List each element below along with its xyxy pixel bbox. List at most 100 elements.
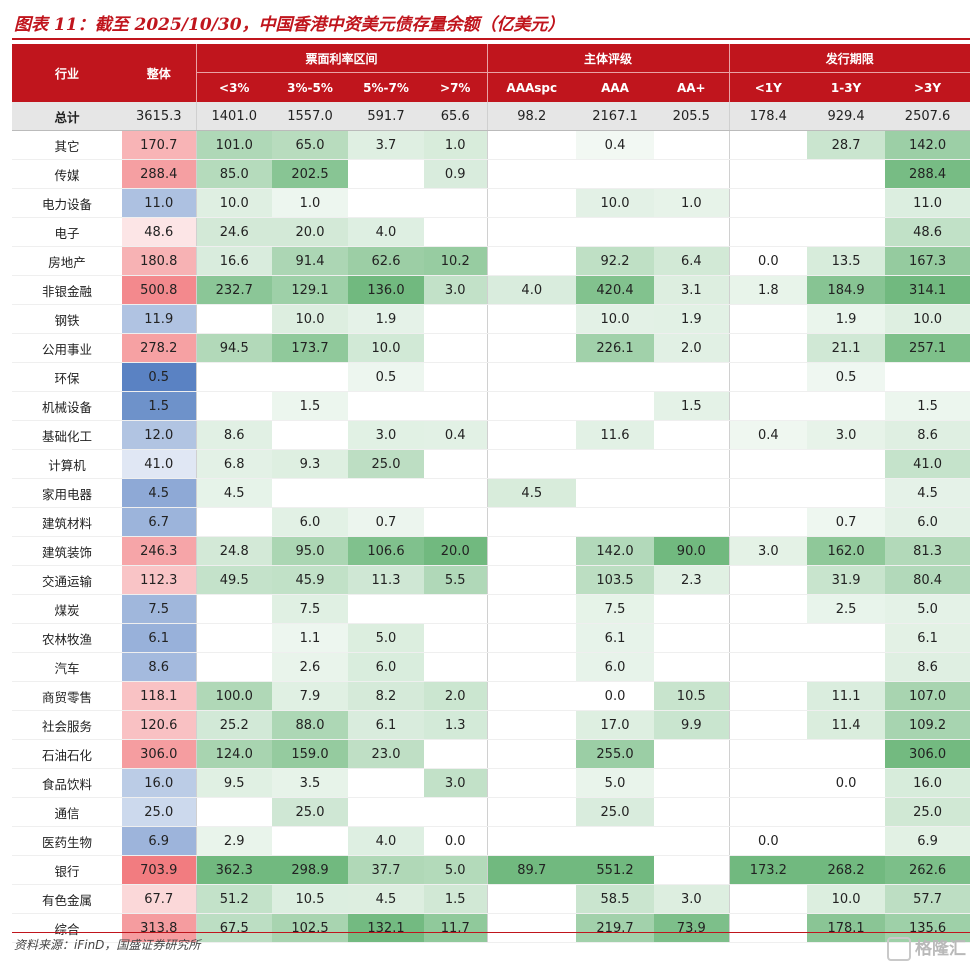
value-cell: [195, 507, 272, 537]
value-cell: 65.0: [272, 130, 348, 160]
value-cell: 142.0: [576, 536, 655, 566]
value-cell: [728, 449, 808, 479]
value-cell: [195, 797, 272, 827]
value-cell: [486, 565, 577, 595]
table-row: 家用电器 4.5 4.5 4.5 4.5: [12, 478, 971, 508]
value-cell: [348, 478, 424, 508]
value-cell: 551.2: [576, 855, 655, 885]
table-row: 石油石化 306.0 124.0 159.0 23.0 255.0 306.0: [12, 739, 971, 769]
value-cell: [728, 681, 808, 711]
value-cell: [654, 159, 730, 189]
chart-title: 图表 11：截至 2025/10/30，中国香港中资美元债存量余额（亿美元）: [14, 15, 565, 35]
value-cell: [654, 420, 730, 450]
value-cell: [728, 507, 808, 537]
value-cell: [728, 797, 808, 827]
table-row: 建筑装饰 246.3 24.8 95.0 106.6 20.0 142.0 90.0 3.0 16…: [12, 536, 971, 566]
value-cell: 25.2: [195, 710, 272, 740]
value-cell: [424, 652, 488, 682]
table-row: 传媒 288.4 85.0 202.5 0.9 288.4: [12, 159, 971, 189]
value-cell: 173.2: [728, 855, 808, 885]
overall-cell: 288.4: [122, 159, 196, 189]
value-cell: [486, 884, 577, 914]
value-cell: 3.0: [807, 420, 886, 450]
value-cell: 11.0: [885, 188, 971, 218]
header-term-1-3y: 1-3Y: [807, 72, 886, 102]
value-cell: 103.5: [576, 565, 655, 595]
value-cell: 306.0: [885, 739, 971, 769]
value-cell: 58.5: [576, 884, 655, 914]
value-cell: 23.0: [348, 739, 424, 769]
value-cell: 0.0: [576, 681, 655, 711]
row-label: 交通运输: [12, 565, 122, 595]
table-row: 其它 170.7 101.0 65.0 3.7 1.0 0.4 28.7 142.0: [12, 130, 971, 160]
value-cell: 6.0: [885, 507, 971, 537]
value-cell: 3.5: [272, 768, 348, 798]
value-cell: 3.0: [654, 884, 730, 914]
value-cell: 37.7: [348, 855, 424, 885]
header-rating-aaaspc: AAAspc: [486, 72, 577, 102]
table-body: 总计 3615.3 1401.0 1557.0 591.7 65.6 98.2 …: [12, 102, 971, 943]
value-cell: 49.5: [195, 565, 272, 595]
row-label: 家用电器: [12, 478, 122, 508]
value-cell: 0.7: [807, 507, 886, 537]
value-cell: [424, 507, 488, 537]
value-cell: [424, 449, 488, 479]
value-cell: 10.2: [424, 246, 488, 276]
value-cell: [424, 797, 488, 827]
row-label: 电子: [12, 217, 122, 247]
value-cell: 80.4: [885, 565, 971, 595]
table-row: 计算机 41.0 6.8 9.3 25.0 41.0: [12, 449, 971, 479]
total-cell: 1401.0: [195, 102, 272, 131]
value-cell: [348, 188, 424, 218]
value-cell: 2.9: [195, 826, 272, 856]
value-cell: [807, 391, 886, 421]
value-cell: [807, 739, 886, 769]
table-row: 商贸零售 118.1 100.0 7.9 8.2 2.0 0.0 10.5 11.1 107.0: [12, 681, 971, 711]
value-cell: 31.9: [807, 565, 886, 595]
value-cell: 25.0: [272, 797, 348, 827]
value-cell: 6.4: [654, 246, 730, 276]
value-cell: [424, 188, 488, 218]
value-cell: 11.4: [807, 710, 886, 740]
value-cell: 288.4: [885, 159, 971, 189]
value-cell: 0.0: [728, 826, 808, 856]
value-cell: [195, 304, 272, 334]
value-cell: [486, 768, 577, 798]
value-cell: 3.7: [348, 130, 424, 160]
value-cell: 9.3: [272, 449, 348, 479]
value-cell: [486, 304, 577, 334]
value-cell: [424, 391, 488, 421]
row-label: 医药生物: [12, 826, 122, 856]
value-cell: 5.0: [885, 594, 971, 624]
value-cell: [486, 217, 577, 247]
header-industry: 行业: [12, 44, 122, 102]
header-group-rating: 主体评级: [486, 44, 730, 73]
table-row: 公用事业 278.2 94.5 173.7 10.0 226.1 2.0 21.1 257.1: [12, 333, 971, 363]
table-row: 房地产 180.8 16.6 91.4 62.6 10.2 92.2 6.4 0.0 13.5 16…: [12, 246, 971, 276]
value-cell: 16.0: [885, 768, 971, 798]
value-cell: [654, 826, 730, 856]
total-cell: 929.4: [807, 102, 886, 131]
value-cell: [728, 217, 808, 247]
value-cell: 1.1: [272, 623, 348, 653]
value-cell: [728, 391, 808, 421]
value-cell: [654, 855, 730, 885]
value-cell: [807, 478, 886, 508]
overall-cell: 246.3: [122, 536, 196, 566]
value-cell: 20.0: [272, 217, 348, 247]
header-group-term: 发行期限: [728, 44, 971, 73]
value-cell: 1.9: [654, 304, 730, 334]
value-cell: [807, 188, 886, 218]
value-cell: 298.9: [272, 855, 348, 885]
value-cell: 90.0: [654, 536, 730, 566]
value-cell: 6.0: [348, 652, 424, 682]
value-cell: [654, 623, 730, 653]
value-cell: 1.0: [654, 188, 730, 218]
value-cell: [424, 623, 488, 653]
value-cell: 5.0: [576, 768, 655, 798]
value-cell: [728, 739, 808, 769]
header-coupon-lt3: <3%: [195, 72, 272, 102]
overall-cell: 48.6: [122, 217, 196, 247]
overall-cell: 1.5: [122, 391, 196, 421]
value-cell: 109.2: [885, 710, 971, 740]
